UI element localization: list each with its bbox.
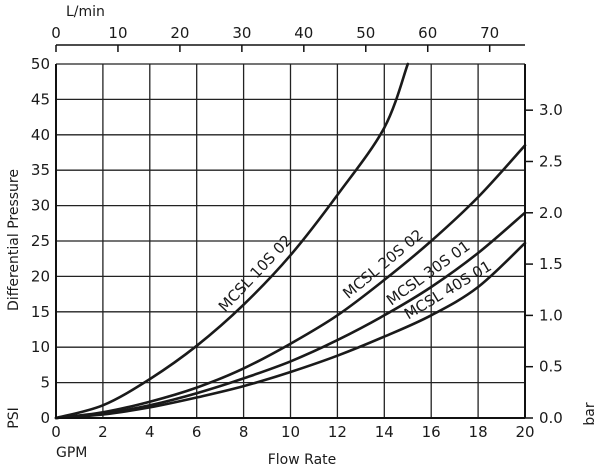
y-tick-label: 40 xyxy=(31,126,50,144)
y-right-tick-label: 0.5 xyxy=(539,358,563,376)
y-tick-label: 35 xyxy=(31,161,50,179)
x-tick-label: 0 xyxy=(51,423,61,441)
x-top-tick-label: 60 xyxy=(418,24,437,42)
y-right-tick-label: 0.0 xyxy=(539,409,563,427)
y-right-unit-label: bar xyxy=(582,402,598,425)
y-right-tick-label: 1.0 xyxy=(539,306,563,324)
x-tick-label: 6 xyxy=(192,423,202,441)
x-top-tick-label: 30 xyxy=(232,24,251,42)
x-tick-label: 20 xyxy=(515,423,534,441)
y-tick-label: 20 xyxy=(31,267,50,285)
y-right-tick-label: 2.5 xyxy=(539,152,563,170)
x-tick-label: 8 xyxy=(239,423,249,441)
series-line xyxy=(54,62,410,420)
y-right-tick-label: 1.5 xyxy=(539,255,563,273)
y-tick-label: 45 xyxy=(31,90,50,108)
y-axis-title: Differential Pressure xyxy=(6,169,22,311)
x-top-tick-label: 0 xyxy=(51,24,61,42)
x-tick-label: 14 xyxy=(375,423,394,441)
y-tick-label: 5 xyxy=(40,374,50,392)
x-top-tick-label: 40 xyxy=(294,24,313,42)
x-tick-label: 10 xyxy=(281,423,300,441)
x-top-unit-label: L/min xyxy=(66,4,105,20)
x-tick-label: 16 xyxy=(422,423,441,441)
x-tick-label: 18 xyxy=(469,423,488,441)
plot-frame xyxy=(55,44,526,419)
series-line xyxy=(54,241,527,420)
y-tick-label: 0 xyxy=(40,409,50,427)
series-line xyxy=(54,211,527,420)
y-right-tick-label: 3.0 xyxy=(539,101,563,119)
x-tick-label: 2 xyxy=(98,423,108,441)
y-unit-label: PSI xyxy=(6,407,22,428)
y-tick-label: 25 xyxy=(31,232,50,250)
x-tick-label: 12 xyxy=(328,423,347,441)
x-tick-label: 4 xyxy=(145,423,155,441)
y-tick-label: 50 xyxy=(31,55,50,73)
y-right-tick-label: 2.0 xyxy=(539,204,563,222)
x-axis-title: Flow Rate xyxy=(268,452,337,468)
y-tick-label: 30 xyxy=(31,197,50,215)
x-top-tick-label: 70 xyxy=(480,24,499,42)
series-line xyxy=(54,144,527,420)
y-tick-label: 15 xyxy=(31,303,50,321)
x-top-tick-label: 50 xyxy=(356,24,375,42)
curves xyxy=(54,62,527,420)
x-top-tick-label: 20 xyxy=(170,24,189,42)
series-label-group: MCSL 10S 02 xyxy=(215,231,296,315)
y-tick-label: 10 xyxy=(31,338,50,356)
x-unit-label: GPM xyxy=(56,445,87,461)
x-top-tick-label: 10 xyxy=(108,24,127,42)
series-label: MCSL 10S 02 xyxy=(215,231,296,315)
